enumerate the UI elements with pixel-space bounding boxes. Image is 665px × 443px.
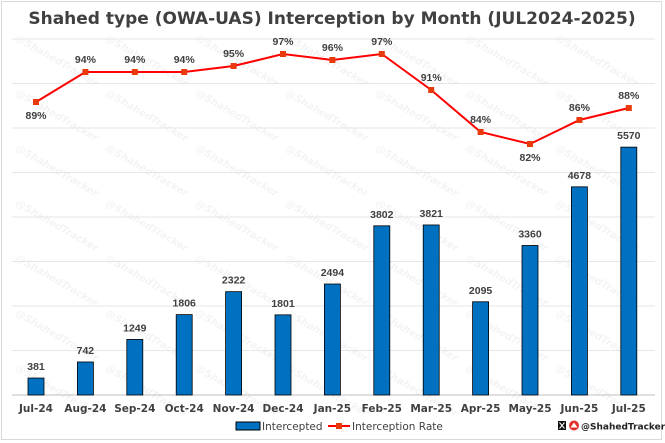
x-logo-glyph (559, 422, 565, 429)
bar (620, 146, 638, 396)
bar-data-label: 2095 (469, 285, 493, 297)
rate-data-label: 94% (75, 54, 97, 66)
rate-data-label: 97% (371, 36, 393, 48)
watermark: @ShahedTracker (194, 88, 281, 145)
rate-marker (378, 51, 385, 57)
watermark: @ShahedTracker (284, 88, 371, 145)
bars: 381 742 1249 1806 2322 1801 2494 3802 3821 2095 33… (27, 130, 641, 396)
bar-data-label: 3802 (370, 209, 394, 221)
rate-marker (477, 129, 484, 135)
watermark: @ShahedTracker (104, 88, 191, 145)
x-tick-label: Dec-24 (262, 403, 303, 415)
rate-data-label: 89% (25, 110, 47, 122)
rate-marker (230, 63, 237, 69)
rate-data-label: 94% (124, 54, 146, 66)
bar-data-label: 2494 (321, 267, 345, 279)
rate-marker (527, 141, 533, 147)
x-tick-label: Aug-24 (64, 403, 106, 415)
gridlines (12, 38, 655, 396)
x-tick-label: Jun-25 (559, 403, 598, 415)
watermark: @ShahedTracker (374, 88, 461, 145)
bar (422, 224, 440, 396)
chart-title: Shahed type (OWA-UAS) Interception by Mo… (28, 9, 635, 29)
rate-marker (625, 105, 632, 111)
rate-data-label: 94% (174, 54, 196, 66)
rate-data-label: 97% (272, 36, 294, 48)
watermark: @ShahedTracker (194, 33, 281, 90)
legend-swatch-intercepted (235, 421, 261, 431)
bar-data-label: 742 (77, 345, 95, 357)
watermark: @ShahedTracker (284, 198, 371, 255)
x-tick-label: Mar-25 (410, 403, 452, 415)
bar (175, 314, 193, 396)
legend-label-rate: Interception Rate (352, 421, 443, 433)
rate-data-label: 96% (322, 42, 344, 54)
x-tick-label: Oct-24 (165, 403, 204, 415)
rate-data-label: 82% (519, 152, 541, 164)
bar-data-label: 381 (27, 361, 45, 373)
credit-handle: @ShahedTracker (581, 423, 665, 433)
watermark: @ShahedTracker (14, 198, 101, 255)
bar-data-label: 3821 (420, 208, 444, 220)
bar (571, 186, 588, 396)
watermark: @ShahedTracker (554, 33, 641, 90)
bar-data-label: 4678 (568, 170, 592, 182)
bar (373, 225, 391, 396)
bar (472, 301, 490, 396)
credit: @ShahedTracker (558, 420, 665, 433)
x-tick-label: Sep-24 (114, 403, 155, 415)
bar (225, 291, 243, 396)
watermark: @ShahedTracker (194, 198, 281, 255)
bar (126, 339, 144, 396)
rate-data-label: 86% (569, 102, 591, 114)
bar (77, 361, 94, 396)
rate-marker (82, 69, 89, 75)
rate-data-label: 84% (470, 114, 492, 126)
bar (274, 314, 292, 396)
watermark: @ShahedTracker (104, 143, 191, 200)
bar (521, 245, 539, 396)
x-tick-label: Jul-25 (611, 403, 646, 415)
x-tick-label: Jul-24 (18, 403, 53, 415)
watermark: @ShahedTracker (194, 143, 281, 200)
watermark: @ShahedTracker (374, 143, 461, 200)
rate-marker (428, 87, 435, 93)
rate-marker (329, 57, 336, 63)
rate-marker (131, 69, 138, 75)
rate-data-label: 95% (223, 48, 245, 60)
bar-data-label: 2322 (222, 275, 246, 287)
bar-data-label: 1801 (271, 298, 295, 310)
x-tick-label: Apr-25 (461, 403, 501, 415)
bar-data-label: 5570 (617, 130, 641, 142)
x-tick-label: Nov-24 (213, 403, 255, 415)
bar (323, 283, 341, 396)
rate-marker (33, 99, 39, 105)
rate-data-label: 91% (421, 72, 443, 84)
rate-marker (280, 51, 286, 57)
legend-label-intercepted: Intercepted (262, 421, 323, 433)
legend: Intercepted Interception Rate (235, 421, 443, 433)
watermark: @ShahedTracker (14, 143, 101, 200)
x-axis-ticks: Jul-24 Aug-24 Sep-24 Oct-24 Nov-24 Dec-24 Jan-… (18, 403, 646, 415)
watermark: @ShahedTracker (464, 33, 551, 90)
x-tick-label: May-25 (508, 403, 551, 415)
watermark: @ShahedTracker (104, 198, 191, 255)
rate-marker (181, 69, 188, 75)
bar-data-label: 1249 (123, 322, 147, 334)
rate-data-label: 88% (618, 90, 640, 102)
watermark: @ShahedTracker (284, 143, 371, 200)
shahedtracker-logo-glyph (570, 422, 578, 428)
x-tick-label: Feb-25 (362, 403, 402, 415)
bar (27, 377, 45, 396)
bar-data-label: 1806 (173, 298, 197, 310)
x-tick-label: Jan-25 (313, 403, 351, 415)
rate-line: 89% 94% 94% 94% 95% 97% 96% 97% 91% 84% 82% 86% 88% (25, 36, 639, 164)
legend-marker-rate (336, 423, 342, 429)
bar-data-label: 3360 (518, 228, 542, 240)
rate-marker (576, 117, 583, 123)
